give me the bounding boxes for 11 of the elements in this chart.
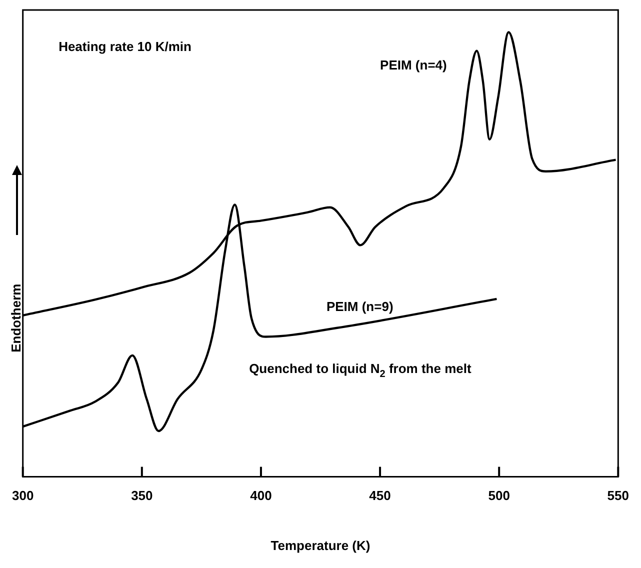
x-tick-label: 300 (12, 488, 34, 504)
x-tick-label: 550 (607, 488, 630, 504)
x-tick-label: 500 (488, 488, 510, 504)
annotation: Heating rate 10 K/min (58, 38, 192, 54)
series-label: PEIM (n=9) (326, 298, 394, 314)
series-label: PEIM (n=4) (380, 58, 447, 73)
y-axis-title: Endotherm (8, 284, 24, 352)
x-tick-label: 350 (131, 488, 153, 504)
x-tick-label: 400 (250, 488, 272, 504)
x-tick-label: 450 (369, 488, 391, 504)
x-axis-title: Temperature (K) (270, 538, 370, 553)
